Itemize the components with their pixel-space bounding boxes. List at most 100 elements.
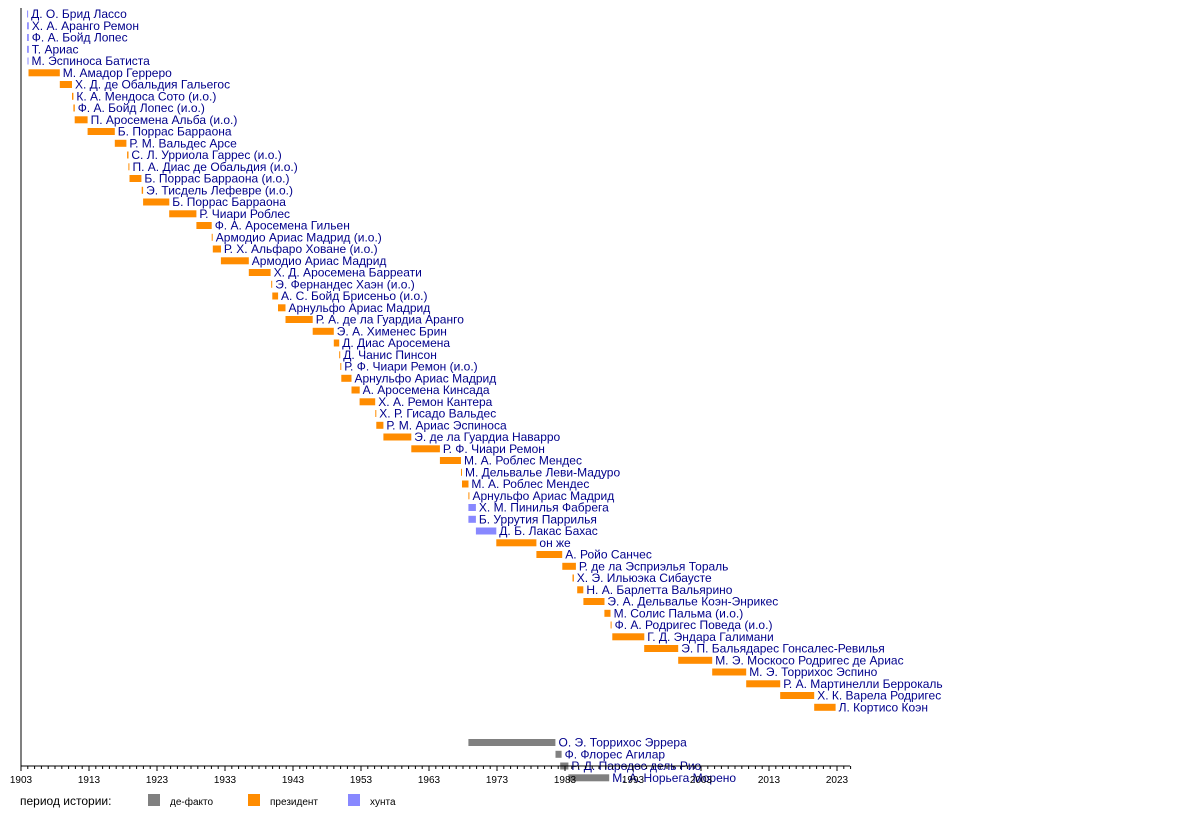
bar-label: Э. А. Дельвалье Коэн-Энрикес [607,595,778,609]
bar-label: Х. А. Ремон Кантера [378,395,492,409]
bar-label: он же [539,536,571,550]
bar-label: Арнульфо Ариас Мадрид [473,489,615,503]
bar-label: Б. Поррас Барраона (и.о.) [144,172,289,186]
bar-label: Э. П. Бальядарес Гонсалес-Ревилья [681,642,885,656]
x-tick-label: 1963 [418,775,441,786]
bar-label: М. Э. Торрихос Эспино [749,665,877,679]
bar-label: Р. Чиари Роблес [199,207,290,221]
bar-label: Э. Тисдель Лефевре (и.о.) [146,183,293,197]
bar-label: Э. де ла Гуардиа Наварро [414,430,560,444]
bar-president [114,139,127,147]
bar-president [610,621,612,629]
bar-label: Армодио Ариас Мадрид (и.о.) [216,230,382,244]
bar-label: П. Аросемена Альба (и.о.) [91,113,238,127]
bar-junta [27,57,29,65]
bar-president [383,433,412,441]
bar-label: Г. Д. Эндара Галимани [647,630,774,644]
bar-label: Д. Диас Аросемена [342,336,450,350]
bar-president [220,257,249,265]
bar-label: М. Э. Москосо Родригес де Ариас [715,653,903,667]
bar-label: Ф. А. Бойд Лопес (и.о.) [78,101,205,115]
bar-label: Ф. А. Аросемена Гильен [215,219,350,233]
bar-president [278,304,286,312]
x-tick-label: 1903 [10,775,33,786]
bar-president [439,457,461,464]
bar-president [411,445,440,453]
bar-label: Х. Д. де Обальдия Гальегос [75,78,230,92]
bar-label: Н. А. Барлетта Вальярино [586,583,732,597]
bar-president [141,186,144,194]
bar-president [604,609,611,617]
bar-label: Арнульфо Ариас Мадрид [355,371,497,385]
legend-label-junta: хунта [370,797,396,808]
bar-president [74,116,88,124]
legend-label-defacto: де-факто [170,796,213,808]
bar-label: Арнульфо Ариас Мадрид [289,301,431,315]
bar-president [376,421,384,429]
bar-label: М. Солис Пальма (и.о.) [614,606,744,620]
bar-label: Д. О. Брид Лассо [31,7,127,21]
bar-label: М. Амадор Герреро [63,66,172,80]
x-tick-label: 1923 [146,775,169,786]
bar-president [375,410,377,417]
bar-label: Д. Чанис Пинсон [343,348,437,362]
bar-president [712,668,747,676]
bar-label: Х. Р. Гисадо Вальдес [379,407,496,421]
bar-president [129,175,142,182]
bar-label: Л. Кортисо Коэн [839,700,928,714]
bar-president [73,104,75,112]
x-tick-label: 2013 [758,775,781,786]
x-tick-label: 1973 [486,775,509,786]
bar-junta [475,527,497,535]
legend-swatch-president [248,794,260,806]
bar-label: А. С. Бойд Брисеньо (и.о.) [281,289,427,303]
bar-label: Э. А. Хименес Брин [337,324,447,338]
bar-label: Р. А. де ла Гуардиа Аранго [316,313,465,327]
bar-president [644,645,679,652]
bar-president [572,574,574,582]
bar-label: О. Э. Торрихос Эррера [559,736,688,750]
bar-president [169,210,197,218]
x-tick-label: 2003 [690,775,713,786]
bar-president [212,245,221,253]
bar-president [312,327,334,335]
bar-junta [27,45,29,53]
bar-label: Р. Ф. Чиари Ремон (и.о.) [344,360,477,374]
bar-junta [27,22,29,30]
bar-label: Р. Ф. Чиари Ремон [443,442,545,456]
bar-president [127,151,129,159]
bar-label: Ф. Флорес Агилар [565,747,666,761]
bar-president [536,551,563,558]
x-tick-label: 1983 [554,775,577,786]
bar-president [72,92,74,100]
bar-president [678,656,713,664]
bar-label: Х. Э. Ильюэка Сибаусте [577,571,712,585]
bar-defacto [568,774,610,782]
bar-label: Р. М. Вальдес Арсе [129,136,237,150]
bar-label: Х. Д. Аросемена Барреати [274,266,422,280]
bar-president [333,339,340,347]
legend-swatch-junta [348,794,360,806]
bar-president [461,468,462,476]
x-tick-label: 1913 [78,775,101,786]
bar-label: Б. Уррутия Паррилья [479,512,597,526]
legend-swatch-defacto [148,794,160,806]
bar-label: К. А. Мендоса Сото (и.о.) [76,89,216,103]
bar-label: М. А. Роблес Мендес [471,477,589,491]
bar-label: Э. Фернандес Хаэн (и.о.) [275,277,415,291]
bar-president [285,316,313,323]
bar-label: Р. М. Ариас Эспиноса [386,418,507,432]
bar-label: Ф. А. Бойд Лопес [32,31,128,45]
bar-president [28,69,60,77]
bar-president [339,351,341,359]
bar-president [271,280,273,288]
bar-label: М. А. Норьега Морено [612,771,736,785]
bar-president [248,269,271,276]
bar-label: Т. Ариас [32,42,79,56]
bar-president [351,386,360,394]
bar-label: Б. Поррас Барраона [118,125,232,139]
bar-junta [27,10,29,18]
legend-title: период истории: [20,794,111,808]
legend: период истории: де-факто президент хунта [20,794,396,808]
